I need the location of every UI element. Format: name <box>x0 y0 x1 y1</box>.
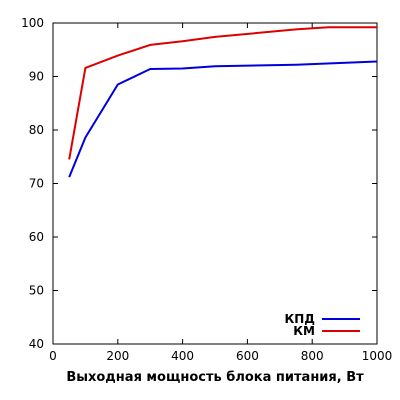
y-tick-label: 70 <box>29 177 44 191</box>
x-tick-label: 200 <box>106 349 129 363</box>
x-tick-label: 1000 <box>362 349 393 363</box>
y-tick-label: 40 <box>29 337 44 351</box>
y-tick-label: 100 <box>21 16 44 30</box>
legend-label: КМ <box>293 324 315 338</box>
x-tick-label: 600 <box>236 349 259 363</box>
y-tick-label: 80 <box>29 123 44 137</box>
series-line-1 <box>68 60 378 178</box>
x-tick-label: 800 <box>301 349 324 363</box>
x-tick-label: 400 <box>171 349 194 363</box>
y-tick-label: 60 <box>29 230 44 244</box>
series-line-2 <box>68 26 377 160</box>
y-tick-label: 50 <box>29 284 44 298</box>
legend-label: КПД <box>284 312 315 326</box>
x-axis-title: Выходная мощность блока питания, Вт <box>66 370 364 385</box>
y-tick-label: 90 <box>29 70 44 84</box>
plot-area-frame <box>52 22 378 345</box>
x-tick-label: 0 <box>49 349 57 363</box>
